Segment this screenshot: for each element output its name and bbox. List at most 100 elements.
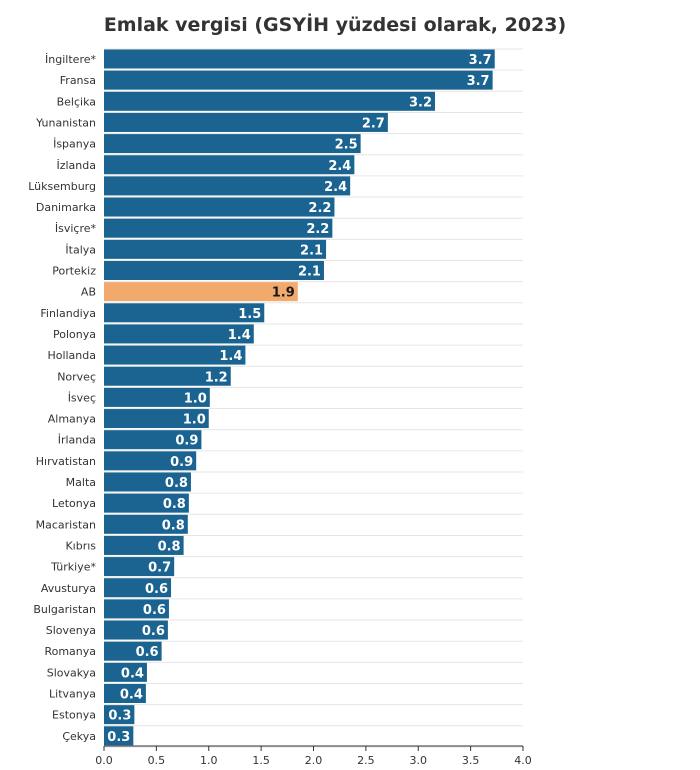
bar[interactable] [104, 578, 172, 598]
value-label: 0.9 [175, 434, 198, 449]
value-label: 3.7 [469, 53, 492, 68]
category-label: Yunanistan [35, 116, 96, 129]
value-label: 1.9 [272, 286, 295, 301]
category-label: İzlanda [56, 159, 96, 172]
value-label: 0.8 [163, 497, 186, 512]
bar[interactable] [104, 345, 246, 365]
value-label: 1.4 [219, 349, 242, 364]
category-label: Macaristan [36, 518, 96, 531]
category-label: Slovakya [47, 666, 96, 679]
bar[interactable] [104, 134, 361, 154]
bar[interactable] [104, 261, 324, 280]
bars [104, 49, 495, 746]
category-label: İrlanda [58, 434, 96, 447]
category-label: İsviçre* [55, 222, 97, 235]
chart-title: Emlak vergisi (GSYİH yüzdesi olarak, 202… [103, 14, 567, 36]
bar[interactable] [104, 91, 436, 111]
bar[interactable] [104, 197, 335, 217]
category-label: Norveç [57, 370, 96, 383]
x-axis: 0.0 0.5 1.0 1.5 2.0 2.5 3.0 3.5 4.0 [95, 745, 532, 767]
category-label: Romanya [44, 645, 96, 658]
bar[interactable] [104, 155, 355, 175]
x-tick-label: 0.5 [148, 754, 166, 767]
value-label: 0.6 [142, 624, 165, 639]
value-label: 0.7 [148, 561, 171, 576]
category-label: Hollanda [47, 349, 96, 362]
category-label: İngiltere* [45, 53, 96, 66]
category-label: İtalya [65, 243, 96, 256]
x-tick-label: 2.0 [305, 754, 323, 767]
bar[interactable] [104, 620, 168, 640]
value-labels: 3.73.73.22.72.52.42.42.22.22.12.11.91.51… [107, 53, 491, 745]
value-label: 1.2 [205, 370, 228, 385]
bar[interactable] [104, 662, 147, 682]
bar[interactable] [104, 493, 189, 513]
value-label: 0.3 [108, 709, 131, 724]
category-label: Avusturya [41, 582, 96, 595]
bar[interactable] [104, 70, 493, 90]
bar[interactable] [104, 557, 175, 577]
value-label: 0.6 [136, 645, 159, 660]
value-label: 2.4 [324, 180, 347, 195]
bar[interactable] [104, 641, 162, 661]
category-label: Finlandiya [40, 307, 96, 320]
category-label: Malta [66, 476, 96, 489]
value-label: 0.8 [158, 539, 181, 554]
value-label: 0.8 [165, 476, 188, 491]
value-label: 2.4 [328, 159, 351, 174]
bar[interactable] [104, 409, 209, 429]
bar[interactable] [104, 514, 188, 534]
category-label: Letonya [52, 497, 96, 510]
bar[interactable] [104, 535, 184, 555]
value-label: 0.4 [120, 688, 143, 703]
value-label: 0.4 [121, 666, 144, 681]
value-label: 1.5 [238, 307, 261, 322]
bar[interactable] [104, 176, 351, 196]
bar[interactable] [104, 387, 210, 407]
bar[interactable] [104, 430, 202, 450]
grid-lines [104, 48, 523, 748]
bar[interactable] [104, 324, 254, 344]
bar[interactable] [104, 112, 388, 132]
bar[interactable] [104, 49, 495, 69]
value-label: 0.8 [162, 518, 185, 533]
category-label: Almanya [48, 413, 96, 426]
value-label: 2.2 [308, 201, 331, 216]
value-label: 1.4 [228, 328, 251, 343]
category-label: Bulgaristan [33, 603, 96, 616]
value-label: 2.2 [306, 222, 329, 237]
category-label: Belçika [57, 95, 96, 108]
bar[interactable] [104, 218, 333, 238]
value-label: 2.7 [362, 116, 385, 131]
value-label: 0.9 [170, 455, 193, 470]
x-tick-label: 1.0 [200, 754, 218, 767]
value-label: 1.0 [183, 413, 206, 428]
category-label: İsveç [68, 391, 96, 404]
bar[interactable] [104, 472, 191, 492]
x-tick-label: 1.5 [252, 754, 270, 767]
value-label: 0.6 [143, 603, 166, 618]
bar[interactable] [104, 599, 169, 619]
x-tick-label: 3.0 [410, 754, 428, 767]
category-label: Danimarka [36, 201, 96, 214]
category-label: Litvanya [49, 688, 96, 701]
category-label: Portekiz [52, 265, 96, 278]
bar[interactable] [104, 239, 327, 259]
x-tick-label: 2.5 [357, 754, 375, 767]
bar[interactable] [104, 282, 298, 302]
value-label: 2.5 [335, 138, 358, 153]
value-label: 3.7 [467, 74, 490, 89]
x-tick-label: 3.5 [462, 754, 480, 767]
bar[interactable] [104, 451, 197, 471]
bar[interactable] [104, 303, 265, 323]
value-label: 1.0 [184, 391, 207, 406]
category-labels: İngiltere* Fransa Belçika Yunanistan İspanya… [28, 53, 96, 743]
category-label: Çekya [62, 730, 96, 743]
bar[interactable] [104, 726, 134, 746]
bar[interactable] [104, 366, 231, 386]
x-tick-label: 0.0 [95, 754, 113, 767]
bar[interactable] [104, 684, 146, 703]
value-label: 0.6 [145, 582, 168, 597]
bar[interactable] [104, 705, 135, 725]
